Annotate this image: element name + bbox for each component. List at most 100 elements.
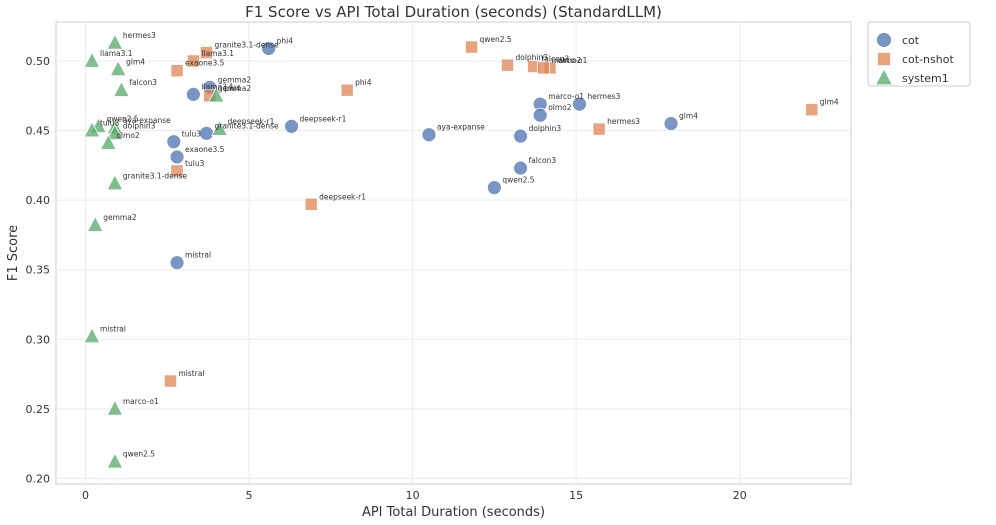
system1-point-tulu3	[83, 121, 101, 138]
cot-point-llama3-1	[186, 86, 201, 102]
cot-nshot-point-llama3-1	[186, 54, 200, 68]
legend-label-cot-nshot: cot-nshot	[902, 53, 954, 66]
legend: cot cot-nshot system1	[867, 21, 971, 87]
legend-marker-system1	[875, 68, 893, 86]
point-label-deepseek-r1: deepseek-r1	[319, 192, 366, 201]
x-tick-label: 0	[82, 489, 89, 502]
point-label-olmo2: olmo2	[558, 56, 582, 65]
point-label-glm4: glm4	[126, 57, 145, 66]
cot-point-deepseek-r1	[284, 118, 299, 134]
chart-title: F1 Score vs API Total Duration (seconds)…	[245, 3, 662, 21]
point-label-llama3-1: llama3.1	[100, 49, 133, 58]
point-label-qwen2-5: qwen2.5	[502, 176, 534, 185]
point-label-granite3-1-dense: granite3.1-dense	[214, 41, 279, 50]
point-label-phi4: phi4	[224, 84, 241, 93]
series-system1	[83, 33, 228, 469]
point-label-qwen2-5: qwen2.5	[107, 114, 139, 123]
cot-point-mistral	[169, 255, 185, 271]
system1-point-granite3-1-dense	[106, 174, 124, 191]
series-cot	[166, 41, 679, 271]
point-label-exaone3-5: exaone3.5	[185, 145, 225, 154]
point-label-exaone3-5: exaone3.5	[185, 59, 225, 68]
point-label-tulu3: tulu3	[182, 130, 202, 139]
y-tick-label: 0.45	[26, 125, 51, 138]
x-axis-label: API Total Duration (seconds)	[362, 505, 545, 520]
point-label-gemma2: gemma2	[218, 84, 252, 93]
system1-point-llama3-1	[83, 51, 101, 68]
y-tick-label: 0.40	[26, 194, 51, 207]
cot-point-glm4	[663, 116, 679, 131]
cot-point-aya-expanse	[421, 127, 437, 143]
cot-nshot-point-marco-o1	[536, 61, 550, 75]
point-label-llama3-1: llama3.1	[201, 82, 234, 91]
system1-point-glm4	[109, 60, 127, 77]
point-label-dolphin3: dolphin3	[515, 53, 548, 62]
point-label-mistral: mistral	[100, 324, 126, 333]
x-tick-label: 5	[246, 489, 253, 502]
point-label-falcon3: falcon3	[542, 55, 570, 64]
point-labels: phi4gemma2llama3.1tulu3exaone3.5granite3…	[100, 31, 839, 459]
cot-nshot-point-dolphin3	[500, 58, 515, 72]
point-label-olmo2: olmo2	[548, 103, 572, 112]
cot-nshot-point-mistral	[163, 374, 178, 388]
system1-point-mistral	[83, 327, 101, 344]
series-cot-nshot	[163, 40, 819, 388]
y-tick-label: 0.20	[26, 472, 51, 485]
cot-point-qwen2-5	[486, 180, 502, 195]
point-label-tulu3: tulu3	[100, 119, 120, 128]
point-label-aya-expanse: aya-expanse	[123, 116, 171, 125]
system1-point-dolphin3	[106, 124, 124, 141]
y-tick-label: 0.30	[26, 333, 51, 346]
cot-nshot-point-granite3-1-dense	[199, 46, 214, 60]
axis-ticks: 0 5 10 15 20 0.20 0.25 0.30 0.35 0.40 0.45 0.50	[26, 55, 747, 502]
legend-label-cot: cot	[902, 34, 920, 47]
legend-box	[867, 21, 971, 87]
cot-nshot-point-hermes3	[592, 122, 606, 136]
y-tick-label: 0.50	[26, 55, 51, 68]
x-tick-label: 10	[406, 489, 420, 502]
cot-point-olmo2	[532, 107, 548, 123]
point-label-dolphin3: dolphin3	[529, 124, 562, 133]
point-label-granite3-1-dense: granite3.1-dense	[214, 121, 279, 130]
point-label-llama3-1: llama3.1	[201, 49, 234, 58]
cot-point-exaone3-5	[169, 149, 185, 165]
x-tick-label: 20	[733, 489, 747, 502]
point-label-hermes3: hermes3	[607, 117, 640, 126]
point-label-dolphin3: dolphin3	[123, 121, 156, 130]
plot-area	[55, 21, 852, 485]
cot-point-falcon3	[513, 160, 528, 176]
cot-nshot-point-exaone3-5	[170, 64, 184, 78]
cot-nshot-point-tulu3	[170, 164, 184, 178]
cot-point-tulu3	[166, 134, 182, 150]
point-label-olmo2: olmo2	[116, 131, 140, 140]
cot-point-granite3-1-dense	[199, 125, 214, 141]
point-label-glm4: glm4	[820, 98, 839, 107]
system1-point-phi4	[207, 86, 225, 103]
point-label-falcon3: falcon3	[129, 78, 157, 87]
legend-marker-cot-nshot	[877, 52, 891, 66]
cot-nshot-point-qwen2-5	[464, 40, 479, 54]
point-label-hermes3: hermes3	[587, 92, 620, 101]
system1-point-deepseek-r1	[211, 119, 228, 136]
point-label-phi4: phi4	[277, 36, 294, 45]
data-points	[83, 33, 819, 469]
point-label-mistral: mistral	[185, 251, 211, 260]
point-label-marco-o1: marco-o1	[551, 56, 587, 65]
point-label-granite3-1-dense: granite3.1-dense	[123, 171, 188, 180]
point-label-qwen2-5: qwen2.5	[479, 35, 511, 44]
cot-nshot-point-phi4	[340, 83, 354, 97]
cot-point-phi4	[261, 41, 277, 56]
point-label-marco-o1: marco-o1	[548, 92, 584, 101]
point-label-tulu3: tulu3	[185, 159, 205, 168]
cot-nshot-point-glm4	[805, 103, 819, 117]
system1-point-hermes3	[106, 33, 124, 50]
cot-point-dolphin3	[513, 128, 528, 144]
legend-label-system1: system1	[902, 72, 949, 85]
cot-point-hermes3	[572, 96, 587, 112]
point-label-aya-expanse: aya-expanse	[437, 123, 485, 132]
point-label-mistral: mistral	[179, 369, 205, 378]
point-label-falcon3: falcon3	[529, 156, 557, 165]
legend-marker-cot	[876, 32, 892, 48]
point-label-deepseek-r1: deepseek-r1	[300, 114, 347, 123]
